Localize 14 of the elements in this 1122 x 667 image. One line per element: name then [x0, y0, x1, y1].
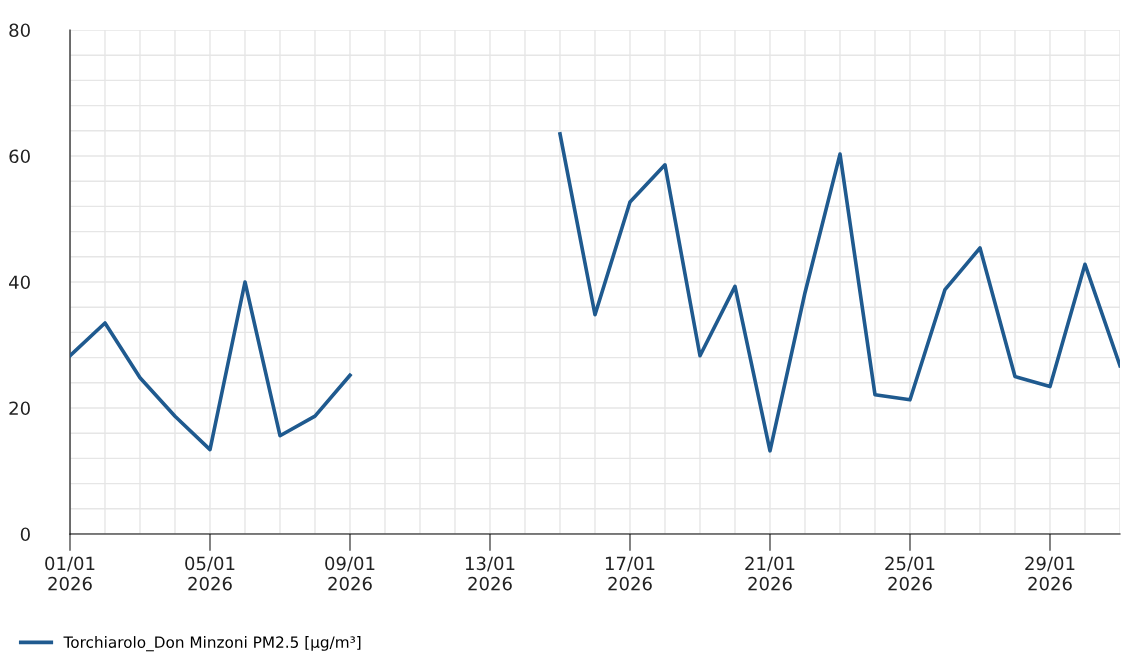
x-tick-label: 05/01 2026: [185, 556, 235, 591]
x-tick-label: 29/01 2026: [1025, 556, 1075, 591]
x-tick-label: 13/01 2026: [465, 556, 515, 591]
y-tick-label: 80: [9, 23, 30, 38]
x-tick-label: 01/01 2026: [45, 556, 95, 591]
y-tick-label: 20: [9, 401, 30, 416]
y-tick-label: 60: [9, 149, 30, 164]
y-tick-label: 0: [20, 527, 30, 542]
x-tick-label: 09/01 2026: [325, 556, 375, 591]
x-tick-label: 21/01 2026: [745, 556, 795, 591]
legend-label: Torchiarolo_Don Minzoni PM2.5 [µg/m³]: [63, 636, 361, 652]
y-tick-label: 40: [9, 275, 30, 290]
x-tick-label: 25/01 2026: [885, 556, 935, 591]
x-tick-label: 17/01 2026: [605, 556, 655, 591]
